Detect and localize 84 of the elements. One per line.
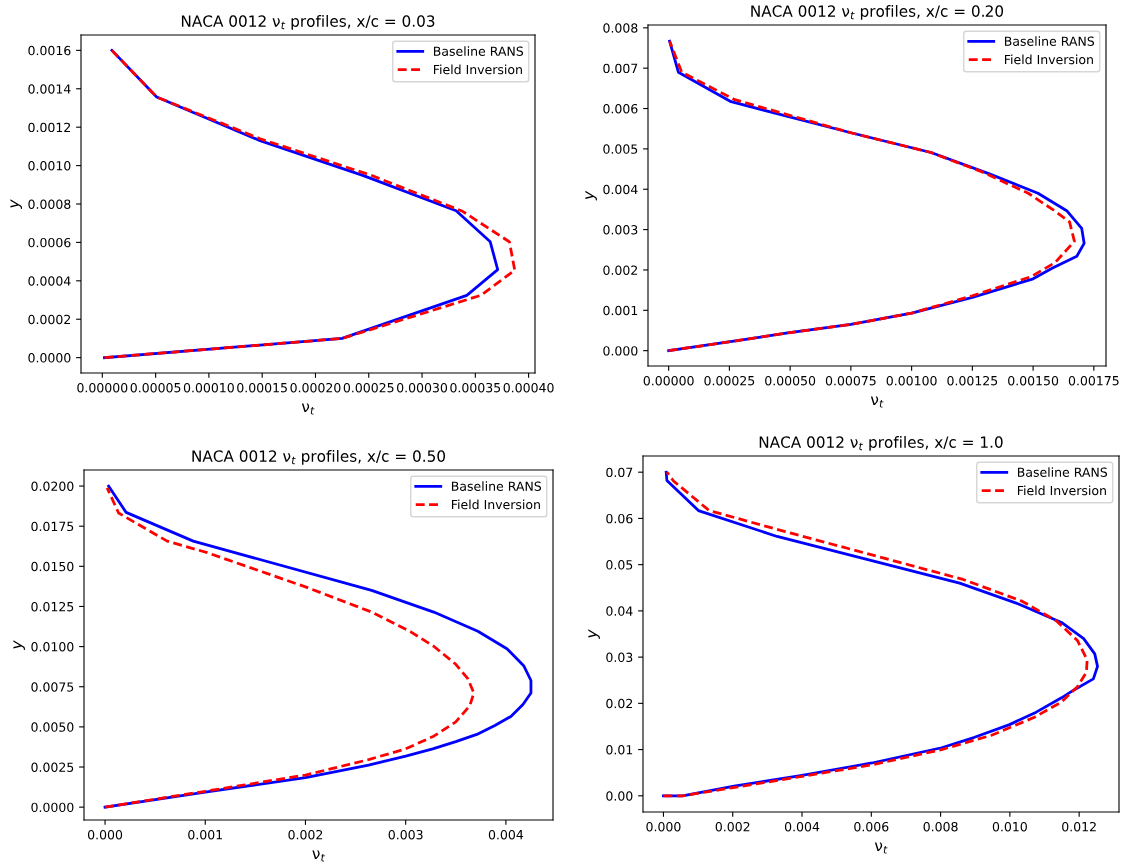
x-tick-label: 0.00125 (947, 375, 998, 386)
y-tick-label: 0.03 (606, 652, 633, 663)
x-tick-label: 0.000 (646, 821, 681, 832)
y-tick-label: 0.005 (603, 144, 638, 154)
y-tick-label: 0.0050 (31, 722, 74, 732)
y-tick-label: 0.000 (603, 346, 638, 356)
x-tick-label: 0.012 (1062, 821, 1096, 832)
y-tick-label: 0.0150 (31, 561, 74, 572)
x-axis-title: ν$_{t}$ (301, 403, 315, 415)
y-tick-label: 0.007 (603, 63, 638, 74)
y-tick-label: 0.002 (603, 265, 638, 275)
legend-label: Field Inversion (451, 499, 540, 510)
legend-label: Baseline RANS (433, 46, 524, 56)
y-tick-label: 0.00 (606, 791, 633, 801)
x-tick-label: 0.00075 (825, 375, 876, 386)
x-tick-label: 0.00000 (77, 382, 128, 393)
y-tick-label: 0.0002 (28, 314, 71, 325)
y-tick-label: 0.0010 (28, 161, 71, 171)
y-tick-label: 0.0006 (28, 237, 71, 248)
legend-label: Field Inversion (433, 64, 522, 75)
y-axis-title: y (13, 640, 25, 650)
y-tick-label: 0.01 (606, 745, 633, 755)
legend-label: Field Inversion (1004, 54, 1093, 65)
x-tick-label: 0.003 (388, 829, 423, 840)
x-tick-label: 0.006 (854, 821, 889, 832)
x-axis-title: ν$_{t}$ (312, 850, 326, 862)
y-tick-label: 0.0016 (28, 45, 71, 56)
x-tick-label: 0.00010 (183, 382, 234, 393)
x-tick-label: 0.00025 (343, 382, 394, 393)
y-tick-label: 0.0014 (28, 84, 71, 94)
x-tick-label: 0.00100 (886, 375, 937, 386)
x-axis-title: ν$_{t}$ (874, 842, 888, 854)
y-tick-label: 0.004 (603, 184, 638, 195)
y-tick-label: 0.0000 (28, 353, 71, 363)
y-tick-label: 0.0200 (31, 481, 74, 491)
x-tick-label: 0.00040 (503, 382, 554, 393)
x-tick-label: 0.00025 (704, 375, 755, 386)
y-tick-label: 0.003 (603, 225, 638, 235)
y-tick-label: 0.0125 (31, 601, 74, 612)
chart-title: NACA 0012 ν$_{t}$ profiles, x/c = 0.03 (181, 15, 435, 30)
x-tick-label: 0.00175 (1068, 375, 1119, 386)
y-axis-title: y (588, 629, 600, 639)
legend-label: Baseline RANS (1017, 467, 1108, 477)
y-tick-label: 0.0025 (31, 762, 74, 772)
x-tick-label: 0.00050 (765, 375, 816, 386)
x-tick-label: 0.004 (488, 829, 524, 840)
chart-title: NACA 0012 ν$_{t}$ profiles, x/c = 0.50 (192, 450, 446, 465)
y-tick-label: 0.0100 (31, 642, 74, 652)
x-tick-label: 0.004 (784, 821, 820, 832)
x-tick-label: 0.002 (715, 821, 750, 832)
x-tick-label: 0.001 (188, 829, 222, 840)
x-tick-label: 0.000 (87, 829, 123, 840)
chart-title: NACA 0012 ν$_{t}$ profiles, x/c = 1.0 (759, 436, 1003, 451)
x-tick-label: 0.00015 (237, 382, 287, 393)
y-tick-label: 0.05 (606, 560, 633, 570)
y-tick-label: 0.0008 (28, 199, 71, 209)
y-tick-label: 0.0012 (28, 122, 71, 133)
legend-label: Baseline RANS (1004, 36, 1095, 46)
x-tick-label: 0.010 (992, 821, 1027, 832)
y-tick-label: 0.0000 (31, 802, 74, 813)
chart-title: NACA 0012 ν$_{t}$ profiles, x/c = 0.20 (751, 5, 1004, 20)
y-tick-label: 0.02 (606, 698, 633, 709)
x-tick-label: 0.002 (288, 829, 323, 840)
x-tick-label: 0.00030 (397, 382, 448, 393)
y-tick-label: 0.0004 (28, 276, 71, 286)
y-tick-label: 0.0175 (31, 521, 74, 532)
y-tick-label: 0.07 (606, 467, 633, 478)
y-axis-title: y (585, 190, 597, 201)
y-tick-label: 0.06 (606, 513, 633, 524)
y-tick-label: 0.001 (603, 305, 638, 316)
legend-label: Baseline RANS (451, 481, 542, 491)
legend-label: Field Inversion (1017, 485, 1106, 496)
x-tick-label: 0.00020 (290, 382, 341, 393)
x-tick-label: 0.008 (923, 821, 958, 832)
x-axis-title: ν$_{t}$ (870, 396, 884, 408)
x-tick-label: 0.00000 (643, 375, 694, 386)
y-axis-title: y (10, 199, 22, 209)
y-tick-label: 0.0075 (31, 682, 74, 692)
x-tick-label: 0.00005 (130, 382, 181, 393)
x-tick-label: 0.00035 (450, 382, 501, 393)
y-tick-label: 0.006 (603, 104, 638, 114)
x-tick-label: 0.00150 (1008, 375, 1059, 386)
y-tick-label: 0.04 (606, 606, 633, 616)
y-tick-label: 0.008 (603, 23, 638, 33)
